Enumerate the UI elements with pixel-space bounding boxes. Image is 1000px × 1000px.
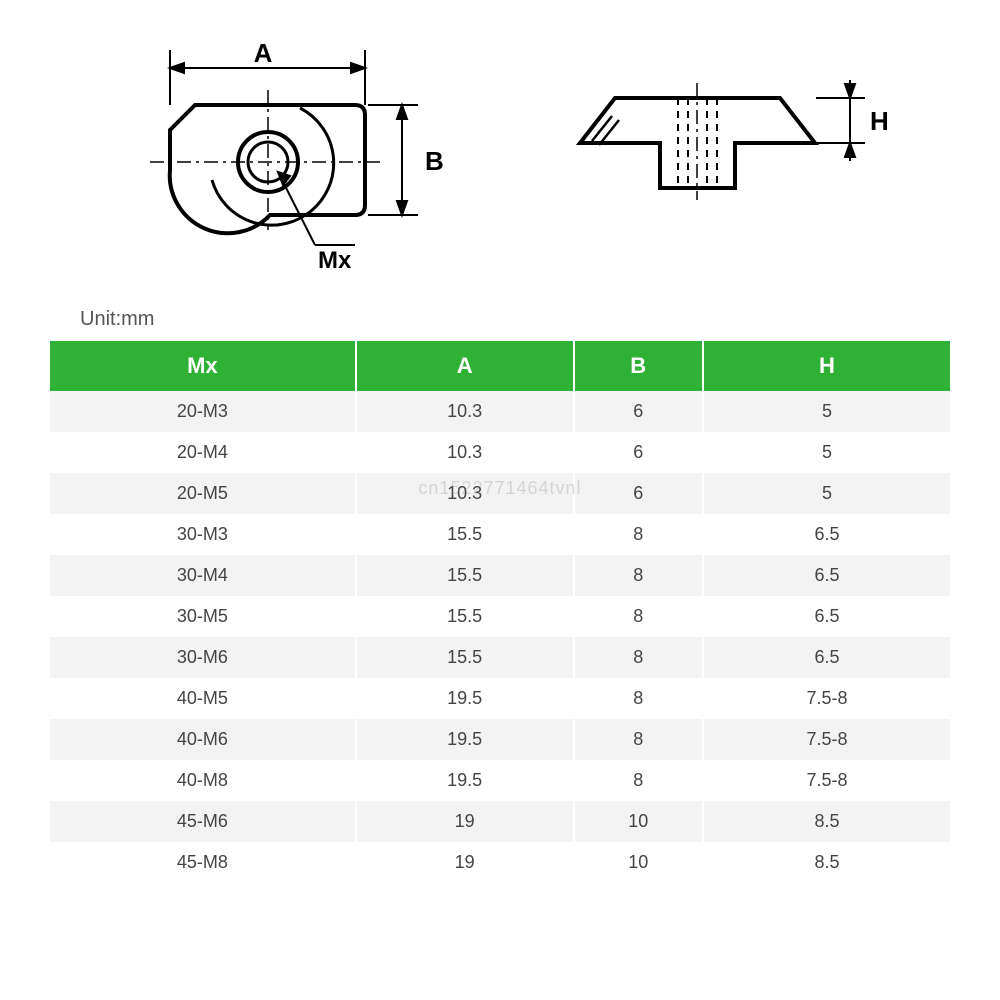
table-cell: 5	[703, 432, 950, 473]
table-row: 45-M619108.5	[50, 801, 950, 842]
table-cell: 19	[356, 842, 574, 883]
table-row: 30-M415.586.5	[50, 555, 950, 596]
table-cell: 40-M6	[50, 719, 356, 760]
table-row: 20-M410.365	[50, 432, 950, 473]
side-view-diagram: H	[580, 80, 889, 200]
table-cell: 6.5	[703, 596, 950, 637]
table-cell: 30-M6	[50, 637, 356, 678]
top-view-diagram: A	[150, 40, 444, 274]
table-cell: 6	[574, 432, 703, 473]
table-cell: 45-M8	[50, 842, 356, 883]
table-header: MxABH	[50, 341, 950, 391]
table-row: 30-M315.586.5	[50, 514, 950, 555]
thread-label: Mx	[318, 247, 352, 274]
table-cell: 8	[574, 555, 703, 596]
table-cell: 6	[574, 473, 703, 514]
table-cell: 6	[574, 391, 703, 432]
table-cell: 19	[356, 801, 574, 842]
diagram-area: A	[50, 40, 950, 290]
dim-a-label: A	[254, 40, 273, 68]
table-cell: 19.5	[356, 719, 574, 760]
table-cell: 30-M3	[50, 514, 356, 555]
table-cell: 10.3	[356, 391, 574, 432]
table-row: 30-M615.586.5	[50, 637, 950, 678]
table-row: 40-M519.587.5-8	[50, 678, 950, 719]
table-cell: 8	[574, 596, 703, 637]
table-cell: 15.5	[356, 637, 574, 678]
dim-h-label: H	[870, 106, 889, 136]
technical-drawing: A	[90, 40, 950, 290]
col-header-a: A	[356, 341, 574, 391]
table-cell: 20-M3	[50, 391, 356, 432]
table-body: 20-M310.36520-M410.36520-M510.36530-M315…	[50, 391, 950, 883]
dim-b-label: B	[425, 146, 444, 176]
page: A	[0, 0, 1000, 1000]
table-cell: 15.5	[356, 555, 574, 596]
table-row: 40-M819.587.5-8	[50, 760, 950, 801]
table-cell: 8	[574, 678, 703, 719]
col-header-h: H	[703, 341, 950, 391]
table-cell: 7.5-8	[703, 678, 950, 719]
table-cell: 20-M5	[50, 473, 356, 514]
table-cell: 8	[574, 514, 703, 555]
col-header-mx: Mx	[50, 341, 356, 391]
table-cell: 40-M5	[50, 678, 356, 719]
table-cell: 6.5	[703, 555, 950, 596]
table-cell: 8	[574, 637, 703, 678]
table-cell: 10.3	[356, 473, 574, 514]
table-cell: 15.5	[356, 514, 574, 555]
table-cell: 5	[703, 473, 950, 514]
table-cell: 8.5	[703, 801, 950, 842]
table-cell: 19.5	[356, 760, 574, 801]
table-cell: 10	[574, 842, 703, 883]
table-cell: 7.5-8	[703, 760, 950, 801]
table-cell: 6.5	[703, 514, 950, 555]
table-row: 45-M819108.5	[50, 842, 950, 883]
col-header-b: B	[574, 341, 703, 391]
table-cell: 30-M5	[50, 596, 356, 637]
table-cell: 10	[574, 801, 703, 842]
table-cell: 5	[703, 391, 950, 432]
table-cell: 10.3	[356, 432, 574, 473]
table-cell: 8	[574, 719, 703, 760]
table-cell: 20-M4	[50, 432, 356, 473]
table-cell: 19.5	[356, 678, 574, 719]
table-cell: 8.5	[703, 842, 950, 883]
table-cell: 6.5	[703, 637, 950, 678]
table-cell: 45-M6	[50, 801, 356, 842]
table-cell: 8	[574, 760, 703, 801]
table-row: 20-M310.365	[50, 391, 950, 432]
table-row: 40-M619.587.5-8	[50, 719, 950, 760]
table-row: 20-M510.365	[50, 473, 950, 514]
table-cell: 15.5	[356, 596, 574, 637]
table-cell: 40-M8	[50, 760, 356, 801]
table-row: 30-M515.586.5	[50, 596, 950, 637]
spec-table: MxABH 20-M310.36520-M410.36520-M510.3653…	[50, 341, 950, 883]
unit-label: Unit:mm	[80, 308, 950, 331]
table-cell: 7.5-8	[703, 719, 950, 760]
table-cell: 30-M4	[50, 555, 356, 596]
